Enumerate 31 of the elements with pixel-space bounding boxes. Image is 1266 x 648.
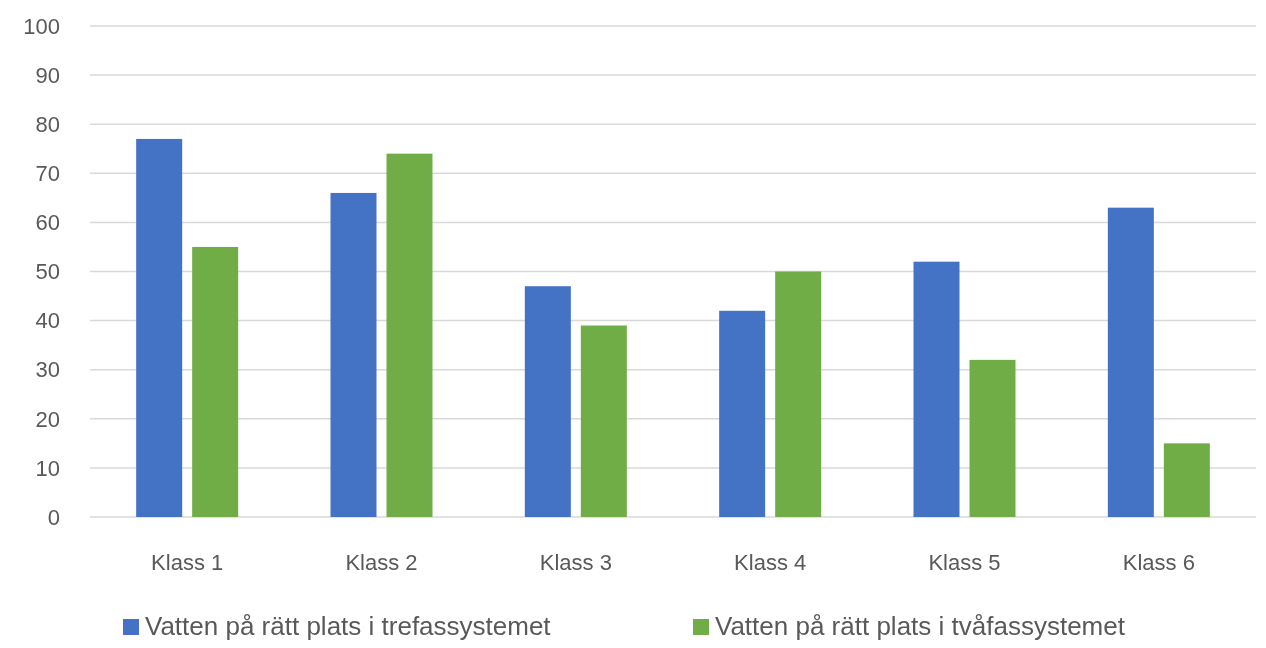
bar — [330, 192, 377, 517]
bar — [136, 138, 183, 517]
y-tick-label: 60 — [35, 210, 60, 236]
x-tick-label: Klass 2 — [345, 550, 418, 575]
y-tick-label: 30 — [35, 357, 60, 383]
bar — [1163, 443, 1210, 517]
y-tick-label: 80 — [35, 111, 60, 137]
y-tick-label: 70 — [35, 161, 60, 186]
bar — [1107, 207, 1154, 517]
y-tick-label: 40 — [35, 308, 60, 334]
y-tick-label: 100 — [23, 13, 60, 39]
legend-label: Vatten på rätt plats i trefassystemet — [145, 611, 552, 641]
bar — [580, 325, 627, 517]
bar — [192, 246, 239, 517]
y-tick-label: 20 — [35, 406, 60, 432]
bar — [719, 310, 766, 517]
bar — [969, 359, 1016, 517]
x-tick-label: Klass 4 — [734, 550, 807, 575]
y-tick-label: 0 — [47, 504, 60, 530]
y-tick-label: 90 — [35, 62, 60, 88]
y-tick-label: 50 — [35, 259, 60, 285]
x-tick-label: Klass 3 — [539, 550, 612, 575]
y-tick-label: 10 — [35, 455, 60, 481]
bar — [775, 271, 822, 517]
x-tick-label: Klass 1 — [151, 550, 224, 575]
bar — [524, 286, 571, 517]
x-tick-label: Klass 6 — [1122, 550, 1195, 575]
legend-label: Vatten på rätt plats i tvåfassystemet — [715, 611, 1126, 641]
bar — [913, 261, 960, 517]
bar — [386, 153, 433, 517]
x-tick-label: Klass 5 — [928, 550, 1001, 575]
